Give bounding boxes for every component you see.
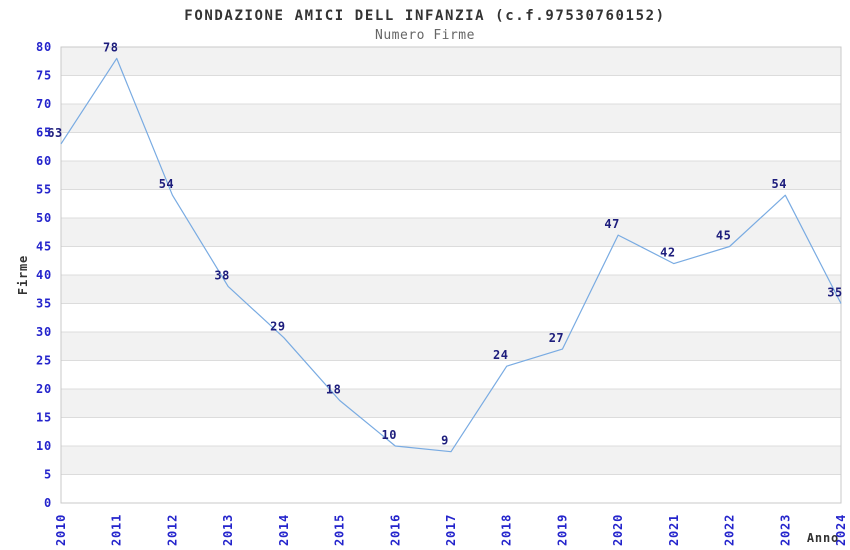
x-tick-label-2016: 2016 [388,514,402,546]
data-line [60,57,842,453]
y-tick-label-40: 40 [36,268,52,282]
x-tick-label-2010: 2010 [54,514,68,546]
x-tick-label-2017: 2017 [444,514,458,546]
data-label-2010: 63 [47,126,62,140]
data-label-2016: 10 [382,428,397,442]
plot-band [61,446,841,475]
data-label-2023: 54 [772,177,787,191]
x-tick-label-2018: 2018 [500,514,514,546]
chart-subtitle: Numero Firme [375,28,475,43]
x-axis-title: Anno [807,531,839,545]
y-tick-label-60: 60 [36,154,52,168]
y-tick-label-65: 65 [36,126,52,140]
data-label-2019: 27 [549,331,564,345]
x-tick-label-2011: 2011 [110,514,124,546]
x-tick-label-2015: 2015 [333,514,347,546]
y-tick-label-0: 0 [44,496,52,510]
data-label-2015: 18 [326,382,341,396]
chart-title: FONDAZIONE AMICI DELL INFANZIA (c.f.9753… [184,8,665,24]
plot-border [60,46,842,504]
x-tick-label-2022: 2022 [723,514,737,546]
data-label-2022: 45 [716,229,731,243]
y-tick-label-35: 35 [36,297,52,311]
data-label-2013: 38 [214,268,229,282]
y-tick-label-30: 30 [36,325,52,339]
y-tick-label-25: 25 [36,354,52,368]
x-tick-label-2013: 2013 [221,514,235,546]
x-tick-label-2019: 2019 [555,514,569,546]
data-series [60,57,842,453]
data-label-2018: 24 [493,348,508,362]
horizontal-gridlines [61,75,841,475]
plot-band [61,47,841,76]
plot-stripe-bands [61,47,841,475]
y-tick-label-50: 50 [36,211,52,225]
plot-band [61,332,841,361]
y-tick-label-5: 5 [44,468,52,482]
data-label-2024: 35 [827,286,842,300]
data-label-2012: 54 [159,177,174,191]
data-label-2011: 78 [103,40,118,54]
plot-band [61,389,841,418]
data-label-2021: 42 [660,246,675,260]
y-tick-label-55: 55 [36,183,52,197]
plot-band [61,104,841,133]
data-label-2017: 9 [441,434,449,448]
x-tick-label-2024: 2024 [834,514,848,546]
y-tick-label-20: 20 [36,382,52,396]
x-axis-tick-labels: 2010 2011 2012 2013 2014 2015 2016 2017 2018 2019… [54,514,848,546]
y-tick-label-45: 45 [36,240,52,254]
x-tick-label-2020: 2020 [611,514,625,546]
data-label-2020: 47 [604,217,619,231]
y-tick-label-10: 10 [36,439,52,453]
plot-band [61,161,841,190]
y-axis-tick-labels: 0 5 10 15 20 25 30 35 40 45 50 55 60 65 70 75 80 [36,40,52,510]
y-tick-label-15: 15 [36,411,52,425]
y-tick-label-80: 80 [36,40,52,54]
data-labels: 63 78 54 38 29 18 10 9 24 27 47 42 45 54 35 [47,40,842,447]
x-tick-label-2021: 2021 [667,514,681,546]
y-tick-label-70: 70 [36,97,52,111]
y-axis-title: Firme [16,255,30,295]
y-tick-label-75: 75 [36,69,52,83]
plot-band [61,275,841,304]
x-tick-label-2023: 2023 [778,514,792,546]
plot-band [61,218,841,247]
x-tick-label-2012: 2012 [165,514,179,546]
x-tick-label-2014: 2014 [277,514,291,546]
data-label-2014: 29 [270,320,285,334]
